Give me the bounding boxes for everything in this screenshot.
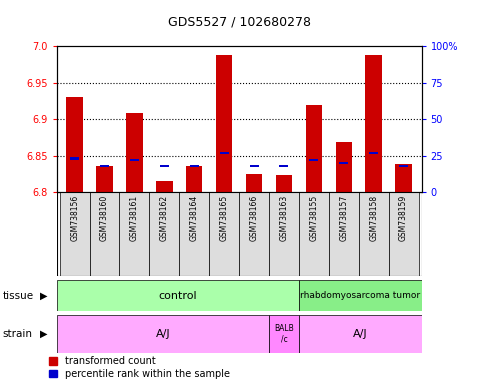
Text: BALB
/c: BALB /c — [274, 324, 294, 344]
Text: ▶: ▶ — [39, 329, 47, 339]
Text: A/J: A/J — [353, 329, 367, 339]
Bar — [156, 181, 173, 192]
Bar — [306, 105, 322, 192]
Text: GSM738156: GSM738156 — [70, 195, 79, 241]
Text: GSM738165: GSM738165 — [220, 195, 229, 241]
Text: GSM738161: GSM738161 — [130, 195, 139, 241]
Bar — [269, 315, 299, 353]
Bar — [216, 55, 232, 192]
Bar — [299, 315, 422, 353]
Bar — [359, 192, 388, 276]
Bar — [149, 192, 179, 276]
Text: rhabdomyosarcoma tumor: rhabdomyosarcoma tumor — [300, 291, 420, 300]
Bar — [239, 192, 269, 276]
Bar — [209, 192, 239, 276]
Bar — [160, 165, 169, 167]
Bar — [57, 315, 269, 353]
Text: A/J: A/J — [155, 329, 170, 339]
Bar — [96, 166, 113, 192]
Text: ▶: ▶ — [39, 291, 47, 301]
Text: GSM738160: GSM738160 — [100, 195, 109, 241]
Bar — [369, 152, 378, 154]
Bar — [186, 166, 203, 192]
Bar — [100, 165, 109, 167]
Bar — [130, 159, 139, 161]
Bar — [388, 192, 419, 276]
Bar — [60, 192, 90, 276]
Bar — [310, 159, 318, 161]
Bar — [67, 97, 83, 192]
Text: tissue: tissue — [2, 291, 34, 301]
Bar — [246, 174, 262, 192]
Legend: transformed count, percentile rank within the sample: transformed count, percentile rank withi… — [49, 356, 230, 379]
Bar — [280, 165, 288, 167]
Bar — [220, 152, 229, 154]
Bar — [190, 165, 199, 167]
Bar — [365, 55, 382, 192]
Bar — [126, 113, 142, 192]
Bar — [329, 192, 359, 276]
Bar — [299, 280, 422, 311]
Bar — [336, 142, 352, 192]
Text: GSM738166: GSM738166 — [249, 195, 258, 241]
Bar — [179, 192, 209, 276]
Bar — [395, 164, 412, 192]
Bar — [119, 192, 149, 276]
Text: GSM738159: GSM738159 — [399, 195, 408, 241]
Text: GDS5527 / 102680278: GDS5527 / 102680278 — [168, 15, 311, 28]
Bar — [57, 280, 299, 311]
Text: GSM738164: GSM738164 — [190, 195, 199, 241]
Bar — [269, 192, 299, 276]
Text: GSM738155: GSM738155 — [310, 195, 318, 241]
Bar — [70, 157, 79, 159]
Text: GSM738163: GSM738163 — [280, 195, 288, 241]
Text: control: control — [158, 291, 197, 301]
Text: GSM738162: GSM738162 — [160, 195, 169, 241]
Bar — [276, 175, 292, 192]
Text: GSM738157: GSM738157 — [339, 195, 348, 241]
Bar — [299, 192, 329, 276]
Bar — [90, 192, 119, 276]
Text: strain: strain — [2, 329, 33, 339]
Text: GSM738158: GSM738158 — [369, 195, 378, 241]
Bar — [339, 162, 348, 164]
Bar — [399, 165, 408, 167]
Bar — [249, 165, 258, 167]
